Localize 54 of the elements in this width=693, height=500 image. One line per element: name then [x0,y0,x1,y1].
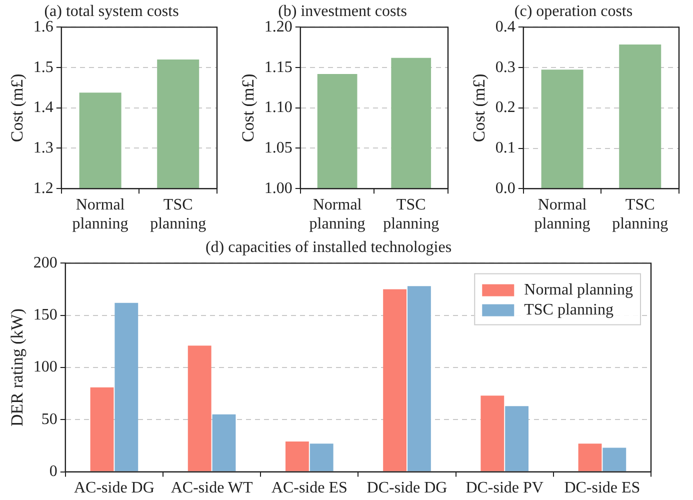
x-tick-label: DC-side DG [366,480,448,497]
chart-title: (a) total system costs [44,2,179,20]
x-tick-label: AC-side WT [170,480,253,497]
y-axis-title: Cost (m£) [470,74,489,142]
bar [407,286,431,472]
bar [310,444,334,472]
y-tick-label: 0.0 [495,180,516,197]
y-tick-label: 0 [49,463,58,480]
bar [188,346,212,472]
chart-title: (b) investment costs [278,2,407,20]
x-tick-label: TSC planning [150,196,206,233]
y-tick-label: 1.2 [33,180,54,197]
legend-label: Normal planning [524,281,634,298]
y-tick-label: 1.00 [264,180,292,197]
bar [602,448,626,472]
y-axis-title: Cost (m£) [238,74,258,142]
y-tick-label: 1.15 [264,58,292,76]
y-tick-label: 1.10 [264,99,292,116]
y-tick-label: 1.5 [33,58,54,76]
bar [285,442,309,472]
legend-label: TSC planning [524,301,614,318]
y-tick-label: 1.3 [33,139,54,156]
y-tick-label: 1.6 [33,18,54,36]
chart-title: (c) operation costs [514,2,633,20]
y-tick-label: 0.1 [495,139,516,156]
y-tick-label: 50 [41,410,58,428]
x-tick-label: AC-side DG [74,480,155,497]
y-tick-label: 150 [33,306,58,324]
x-tick-label: Normal planning [534,196,590,233]
bar [480,396,504,472]
bar [505,406,529,472]
x-tick-label: Normal planning [309,196,366,233]
bar [578,444,602,472]
y-tick-label: 0.4 [495,18,516,36]
y-tick-label: 1.4 [33,99,54,116]
y-tick-label: 0.3 [495,58,516,76]
x-tick-label: TSC planning [612,196,668,233]
y-axis-title: DER rating (kW) [8,308,27,427]
bar [212,414,236,472]
x-tick-label: DC-side PV [466,480,544,497]
x-tick-label: Normal planning [72,196,128,233]
x-tick-label: TSC planning [383,196,440,233]
x-tick-label: AC-side ES [271,480,348,497]
y-tick-label: 1.20 [264,18,292,36]
bar [383,289,407,472]
y-tick-label: 200 [33,254,58,272]
bar [114,302,138,472]
x-tick-label: DC-side ES [564,480,640,497]
y-axis-title: Cost (m£) [8,74,27,142]
chart-title: (d) capacities of installed technologies [205,238,452,256]
y-tick-label: 1.05 [264,139,292,156]
y-tick-label: 0.2 [495,99,516,116]
bar [90,387,114,472]
y-tick-label: 100 [33,358,58,376]
